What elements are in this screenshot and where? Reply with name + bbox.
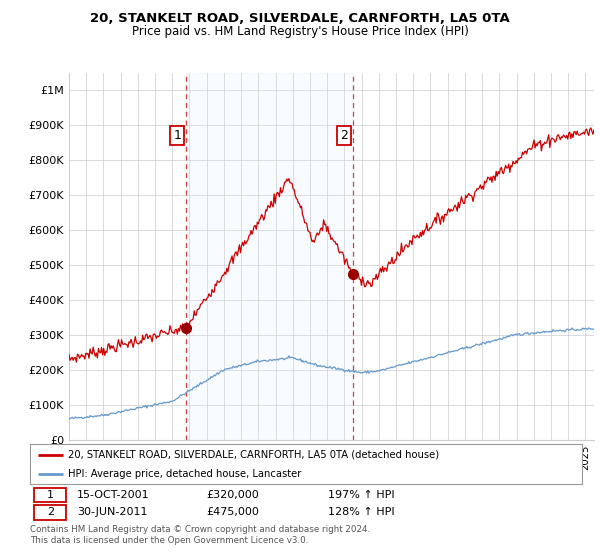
Text: 197% ↑ HPI: 197% ↑ HPI xyxy=(328,490,395,500)
Text: Price paid vs. HM Land Registry's House Price Index (HPI): Price paid vs. HM Land Registry's House … xyxy=(131,25,469,38)
Text: HPI: Average price, detached house, Lancaster: HPI: Average price, detached house, Lanc… xyxy=(68,469,301,478)
Bar xyxy=(34,488,67,502)
Bar xyxy=(34,505,67,520)
Text: Contains HM Land Registry data © Crown copyright and database right 2024.
This d: Contains HM Land Registry data © Crown c… xyxy=(30,525,370,545)
Text: 20, STANKELT ROAD, SILVERDALE, CARNFORTH, LA5 0TA (detached house): 20, STANKELT ROAD, SILVERDALE, CARNFORTH… xyxy=(68,450,439,460)
Text: 2: 2 xyxy=(47,507,54,517)
Text: 2: 2 xyxy=(340,129,348,142)
Text: 1: 1 xyxy=(173,129,181,142)
Text: 128% ↑ HPI: 128% ↑ HPI xyxy=(328,507,395,517)
Bar xyxy=(186,73,353,440)
Text: 1: 1 xyxy=(47,490,54,500)
Text: £475,000: £475,000 xyxy=(206,507,260,517)
Text: £320,000: £320,000 xyxy=(206,490,259,500)
Text: 20, STANKELT ROAD, SILVERDALE, CARNFORTH, LA5 0TA: 20, STANKELT ROAD, SILVERDALE, CARNFORTH… xyxy=(90,12,510,25)
Text: 30-JUN-2011: 30-JUN-2011 xyxy=(77,507,148,517)
Text: 15-OCT-2001: 15-OCT-2001 xyxy=(77,490,149,500)
